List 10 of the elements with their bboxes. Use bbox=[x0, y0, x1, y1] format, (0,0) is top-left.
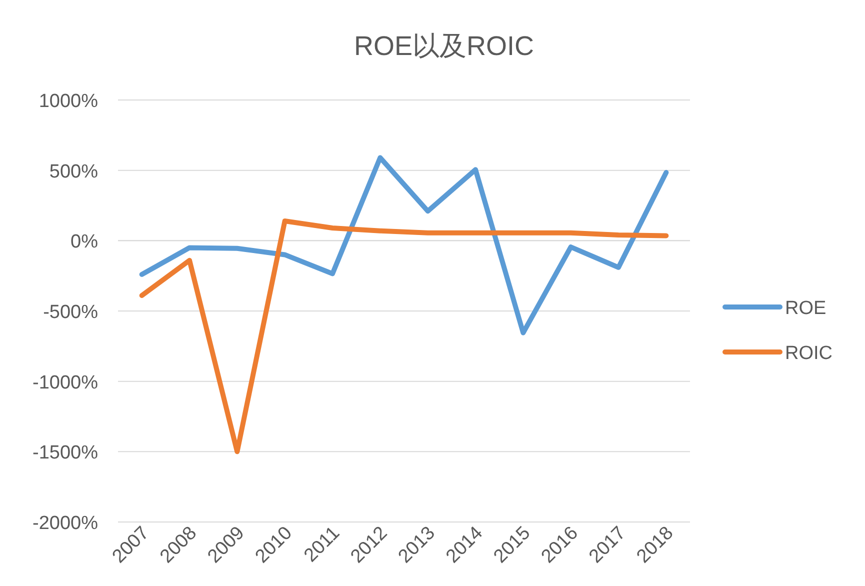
y-tick-label: 0% bbox=[70, 232, 98, 253]
y-tick-label: -2000% bbox=[32, 513, 98, 534]
y-tick-label: 1000% bbox=[38, 91, 98, 112]
y-tick-label: -1500% bbox=[32, 442, 98, 464]
chart-title: ROE以及ROIC bbox=[354, 31, 534, 61]
legend-label: ROE bbox=[785, 298, 826, 319]
y-tick-label: 500% bbox=[49, 161, 98, 182]
y-tick-label: -500% bbox=[43, 302, 98, 323]
legend-label: ROIC bbox=[785, 343, 832, 364]
y-tick-label: -1000% bbox=[32, 372, 98, 394]
